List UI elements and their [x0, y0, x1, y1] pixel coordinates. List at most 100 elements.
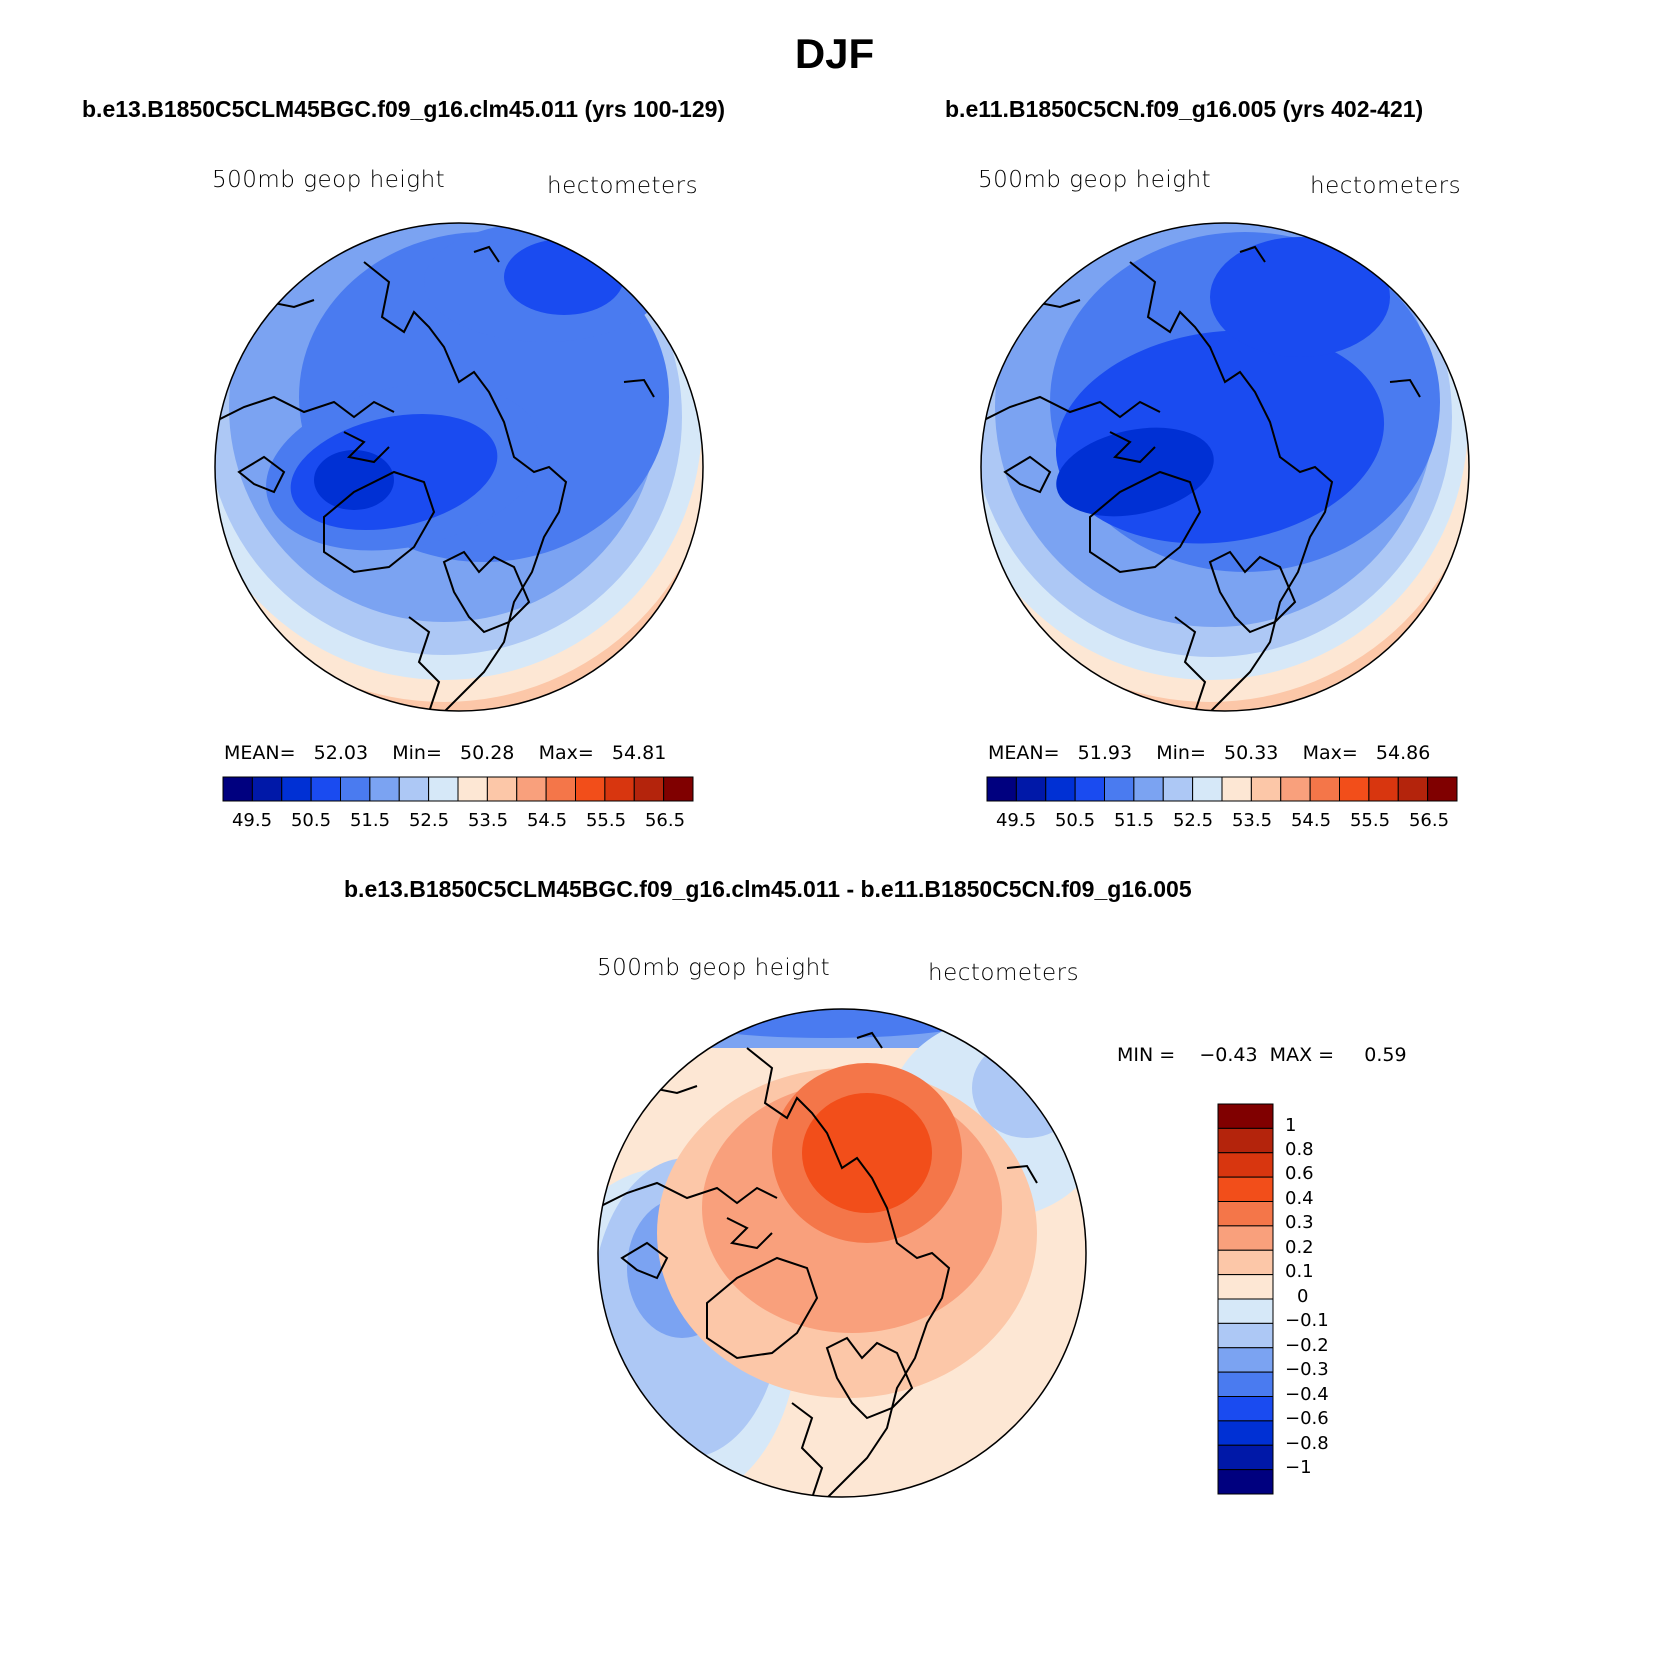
panel-1-colorbar	[222, 776, 694, 802]
panel-3-cb-label: −0.2	[1285, 1335, 1329, 1356]
panel-1-cb-label: 53.5	[467, 810, 509, 831]
colorbar-swatch	[604, 776, 635, 802]
colorbar-swatch	[545, 776, 576, 802]
colorbar-swatch	[516, 776, 547, 802]
panel-3-max-value: 0.59	[1364, 1044, 1407, 1066]
panel-2-units: hectometers	[1310, 173, 1462, 199]
colorbar-swatch	[1217, 1444, 1274, 1471]
panel-3-stats: MIN = −0.43 MAX = 0.59	[1117, 1044, 1407, 1066]
colorbar-swatch	[575, 776, 606, 802]
panel-2-min-label: Min=	[1156, 742, 1206, 764]
panel-1-mean-label: MEAN=	[224, 742, 296, 764]
colorbar-swatch	[1045, 776, 1076, 802]
panel-3-colorbar	[1217, 1103, 1274, 1495]
panel-1-cb-label: 55.5	[585, 810, 627, 831]
panel-3-cb-label: 0.8	[1285, 1139, 1314, 1160]
panel-3-min-value: −0.43	[1199, 1044, 1258, 1066]
panel-1-colorbar-labels: 49.5 50.5 51.5 52.5 53.5 54.5 55.5 56.5	[222, 810, 694, 834]
panel-2-cb-label: 51.5	[1113, 810, 1155, 831]
panel-2-title: b.e11.B1850C5CN.f09_g16.005 (yrs 402-421…	[945, 96, 1424, 122]
panel-3-colorbar-labels: 1 0.8 0.6 0.4 0.3 0.2 0.1 0 −0.1 −0.2 −0…	[1285, 1103, 1365, 1495]
panel-1-units: hectometers	[547, 173, 699, 199]
colorbar-swatch	[1280, 776, 1311, 802]
colorbar-swatch	[1217, 1103, 1274, 1129]
colorbar-swatch	[986, 776, 1017, 802]
panel-3-cb-label: 0.3	[1285, 1212, 1314, 1233]
panel-3-polar-map	[597, 1008, 1087, 1498]
colorbar-swatch	[1104, 776, 1135, 802]
panel-2-max-label: Max=	[1302, 742, 1358, 764]
colorbar-swatch	[457, 776, 488, 802]
colorbar-swatch	[633, 776, 665, 802]
colorbar-swatch	[1217, 1201, 1274, 1227]
panel-2-cb-label: 55.5	[1349, 810, 1391, 831]
panel-3-cb-label: −0.3	[1285, 1359, 1329, 1380]
panel-1-cb-label: 50.5	[290, 810, 332, 831]
panel-1-variable: 500mb geop height	[212, 167, 446, 193]
panel-2-mean-label: MEAN=	[988, 742, 1060, 764]
panel-3-title: b.e13.B1850C5CLM45BGC.f09_g16.clm45.011 …	[344, 876, 1192, 902]
colorbar-swatch	[1217, 1127, 1274, 1154]
colorbar-swatch	[1221, 776, 1252, 802]
panel-1-cb-label: 51.5	[349, 810, 391, 831]
panel-2-max-value: 54.86	[1375, 742, 1431, 764]
panel-1-cb-label: 54.5	[526, 810, 568, 831]
colorbar-swatch	[1368, 776, 1399, 802]
panel-2-min-value: 50.33	[1224, 742, 1279, 764]
panel-1-min-value: 50.28	[460, 742, 515, 764]
colorbar-swatch	[1133, 776, 1164, 802]
panel-1-min-label: Min=	[392, 742, 442, 764]
colorbar-swatch	[222, 776, 253, 802]
colorbar-swatch	[1397, 776, 1429, 802]
panel-2-cb-label: 49.5	[995, 810, 1037, 831]
colorbar-swatch	[1217, 1249, 1274, 1276]
colorbar-swatch	[1217, 1176, 1274, 1202]
panel-1-cb-label: 56.5	[644, 810, 686, 831]
colorbar-swatch	[1192, 776, 1223, 802]
panel-2-colorbar	[986, 776, 1458, 802]
panel-1-cb-label: 49.5	[231, 810, 273, 831]
panel-3-max-label: MAX =	[1269, 1044, 1335, 1066]
colorbar-swatch	[369, 776, 400, 802]
colorbar-swatch	[1339, 776, 1370, 802]
panel-2-cb-label: 54.5	[1290, 810, 1332, 831]
panel-3-variable: 500mb geop height	[597, 955, 831, 981]
colorbar-swatch	[1074, 776, 1105, 802]
panel-2-cb-label: 56.5	[1408, 810, 1450, 831]
panel-3-cb-label: −0.1	[1285, 1310, 1329, 1331]
colorbar-swatch	[1217, 1322, 1274, 1349]
panel-3-cb-label: −0.4	[1285, 1384, 1329, 1405]
panel-3-cb-label: 0.4	[1285, 1188, 1314, 1209]
colorbar-swatch	[281, 776, 312, 802]
colorbar-swatch	[1217, 1225, 1274, 1251]
colorbar-swatch	[1162, 776, 1194, 802]
colorbar-swatch	[1217, 1274, 1274, 1300]
colorbar-swatch	[1217, 1469, 1274, 1495]
colorbar-swatch	[1217, 1420, 1274, 1446]
panel-1-polar-map	[214, 222, 704, 712]
colorbar-swatch	[663, 776, 694, 802]
panel-3-cb-label: −0.8	[1285, 1433, 1329, 1454]
colorbar-swatch	[310, 776, 341, 802]
colorbar-swatch	[1250, 776, 1282, 802]
panel-2-stats: MEAN= 51.93 Min= 50.33 Max= 54.86	[988, 742, 1430, 764]
panel-2-cb-label: 50.5	[1054, 810, 1096, 831]
panel-3-cb-label: 1	[1285, 1115, 1297, 1136]
panel-2-mean-value: 51.93	[1077, 742, 1133, 764]
colorbar-swatch	[1427, 776, 1458, 802]
main-title: DJF	[794, 30, 875, 77]
colorbar-swatch	[486, 776, 518, 802]
panel-3-cb-label: 0	[1297, 1286, 1309, 1307]
panel-2-cb-label: 53.5	[1231, 810, 1273, 831]
panel-1-cb-label: 52.5	[408, 810, 450, 831]
panel-1-mean-value: 52.03	[313, 742, 369, 764]
panel-2-cb-label: 52.5	[1172, 810, 1214, 831]
colorbar-swatch	[340, 776, 371, 802]
colorbar-swatch	[1217, 1152, 1274, 1178]
panel-2-variable: 500mb geop height	[978, 167, 1212, 193]
panel-3-cb-label: −1	[1285, 1457, 1312, 1478]
panel-1-title: b.e13.B1850C5CLM45BGC.f09_g16.clm45.011 …	[82, 96, 726, 122]
colorbar-swatch	[251, 776, 283, 802]
panel-3-cb-label: 0.6	[1285, 1163, 1314, 1184]
panel-2-polar-map	[980, 222, 1470, 712]
